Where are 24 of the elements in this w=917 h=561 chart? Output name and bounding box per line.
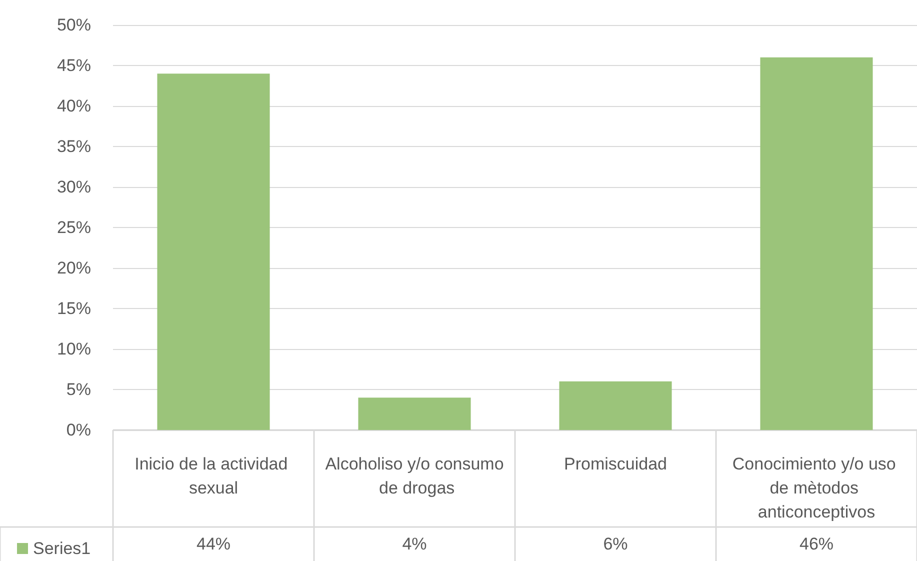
- x-tick-label: Alcoholiso y/o consumo de drogas: [325, 454, 504, 498]
- bar: [157, 74, 270, 430]
- data-label: 4%: [402, 534, 427, 554]
- x-tick-label: Conocimiento y/o uso de mètodos anticonceptivos: [732, 454, 901, 522]
- y-tick-label: 0%: [66, 420, 91, 440]
- x-tick-label: Inicio de la actividad sexual: [134, 454, 292, 498]
- bar: [358, 398, 471, 430]
- y-tick-label: 50%: [56, 16, 91, 34]
- data-label: 6%: [603, 534, 628, 554]
- y-tick-label: 40%: [56, 96, 91, 116]
- y-tick-label: 45%: [56, 56, 91, 75]
- legend-label: Series1: [33, 539, 91, 558]
- data-label: 44%: [196, 534, 231, 554]
- y-tick-label: 10%: [56, 340, 91, 358]
- y-tick-label: 20%: [56, 258, 91, 278]
- y-tick-label: 5%: [66, 380, 91, 399]
- y-tick-label: 30%: [56, 178, 91, 196]
- x-tick-label: Promiscuidad: [564, 454, 667, 474]
- y-tick-label: 35%: [56, 137, 91, 156]
- bar: [559, 381, 672, 430]
- bar: [760, 57, 873, 430]
- y-tick-label: 25%: [56, 218, 91, 237]
- y-tick-label: 15%: [56, 299, 91, 318]
- data-label: 46%: [799, 534, 834, 554]
